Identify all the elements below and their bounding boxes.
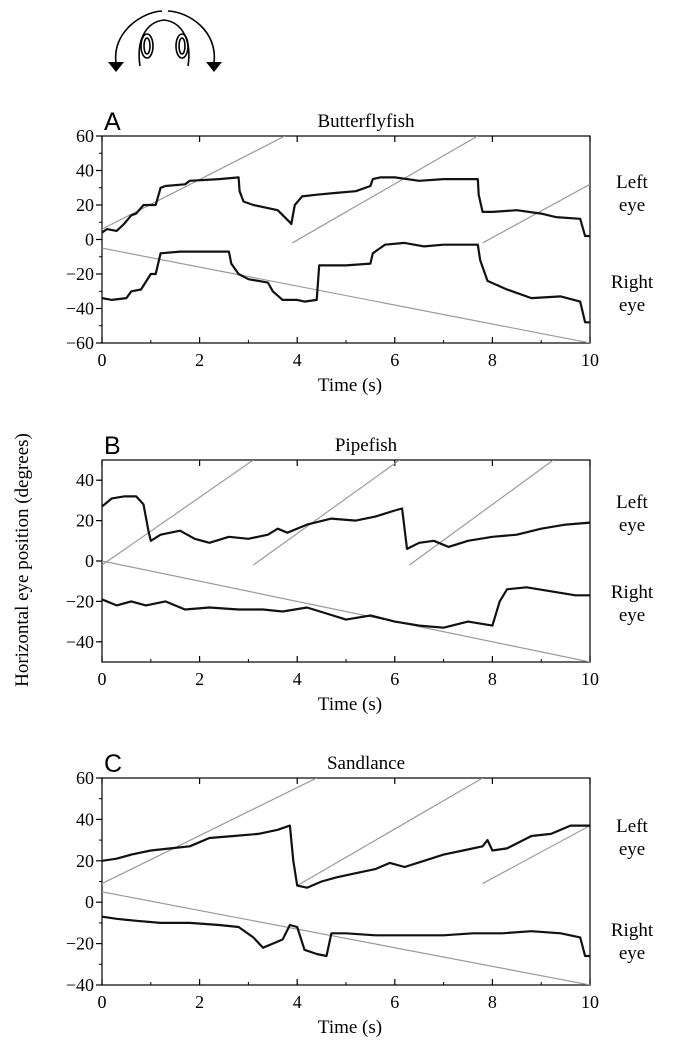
right-eye-trace [102,915,590,958]
x-tick-label: 0 [98,350,107,370]
stimulus-lines [102,136,590,343]
eye-label-line: eye [619,605,645,626]
x-axis-title: Time (s) [318,375,382,396]
y-tick-label: 0 [85,551,94,571]
chart-panel-c: 0 2 4 6 8 10 −40 −20 0 20 40 60 C Sandlance Time (s) Le… [66,750,654,1038]
stimulus-line [102,247,590,343]
right-eye-label: Right eye [611,920,654,964]
y-tick-label: 20 [76,195,94,215]
y-tick-label: 40 [76,809,94,829]
x-tick-label: 6 [390,350,399,370]
x-tick-label: 8 [488,669,497,689]
y-tick-label: 0 [85,892,94,912]
eye-label-line: eye [619,515,645,536]
y-tick-label: −40 [66,299,94,319]
eye-label-line: Right [611,920,654,941]
plot-frame [101,777,591,986]
right-eye-trace [102,241,590,324]
panel-letter: C [104,750,122,778]
eye-label-line: eye [619,195,645,216]
panel-title: Pipefish [335,435,398,456]
x-tick-label: 0 [98,992,107,1012]
y-tick-label: −20 [66,591,94,611]
plot-frame [101,459,591,663]
y-tick-label: 60 [76,768,94,788]
x-axis-title: Time (s) [318,1017,382,1038]
y-axis-title: Horizontal eye position (degrees) [12,433,33,687]
left-eye-label: Left eye [616,816,648,860]
y-tick-label: 0 [85,230,94,250]
x-axis-title: Time (s) [318,694,382,715]
left-eye-trace [102,176,590,238]
stimulus-line [409,460,554,566]
stimulus-line [296,778,483,887]
right-eye-label: Right eye [611,582,654,626]
x-tick-label: 2 [195,669,204,689]
eye-label-line: Left [616,816,648,837]
y-tick-label: −40 [66,975,94,995]
stimulus-line [102,778,317,885]
y-tick-label: 20 [76,851,94,871]
trace-group [102,176,590,324]
y-tick-label: 20 [76,511,94,531]
y-tick-label: −20 [66,264,94,284]
plot-frame [101,135,591,344]
panel-title: Butterflyfish [317,111,415,132]
chart-panel-a: 0 2 4 6 8 10 −60 −40 −20 0 20 40 60 A Butterflyfish Tim… [66,108,654,396]
x-tick-label: 4 [293,669,302,689]
stimulus-line [102,460,254,566]
eye-label-line: Right [611,272,654,293]
y-tick-label: 40 [76,161,94,181]
stimulus-line [102,560,590,662]
eye-label-line: eye [619,943,645,964]
x-tick-label: 6 [390,992,399,1012]
stimulus-lines [102,460,590,662]
y-tick-label: 60 [76,126,94,146]
panel-letter: B [104,432,121,460]
y-tick-label: −60 [66,333,94,353]
eye-label-line: Right [611,582,654,603]
trace-group [102,824,590,958]
stimulus-line [102,136,286,230]
panel-title: Sandlance [327,753,405,774]
stimulus-line [252,460,401,566]
stimulus-line [102,891,590,985]
left-eye-trace [102,495,590,551]
x-tick-label: 6 [390,669,399,689]
x-tick-label: 4 [293,992,302,1012]
x-tick-label: 0 [98,669,107,689]
left-eye-trace [102,824,590,889]
stimulus-line [482,825,590,885]
right-eye-label: Right eye [611,272,654,316]
eye-label-line: eye [619,839,645,860]
left-eye-label: Left eye [616,492,648,536]
x-tick-label: 10 [581,992,599,1012]
y-tick-label: −40 [66,632,94,652]
x-tick-label: 10 [581,350,599,370]
x-tick-label: 8 [488,992,497,1012]
x-tick-label: 2 [195,992,204,1012]
x-tick-label: 2 [195,350,204,370]
y-tick-label: −20 [66,934,94,954]
eye-label-line: Left [616,492,648,513]
right-eye-trace [102,586,590,629]
rotation-stimulus-icon [108,10,222,72]
x-tick-label: 4 [293,350,302,370]
panel-letter: A [104,108,121,136]
x-tick-label: 8 [488,350,497,370]
x-tick-label: 10 [581,669,599,689]
left-eye-label: Left eye [616,172,648,216]
y-tick-label: 40 [76,470,94,490]
trace-group [102,495,590,629]
stimulus-lines [102,778,590,985]
eye-label-line: Left [616,172,648,193]
stimulus-line [292,136,479,244]
eye-label-line: eye [619,295,645,316]
